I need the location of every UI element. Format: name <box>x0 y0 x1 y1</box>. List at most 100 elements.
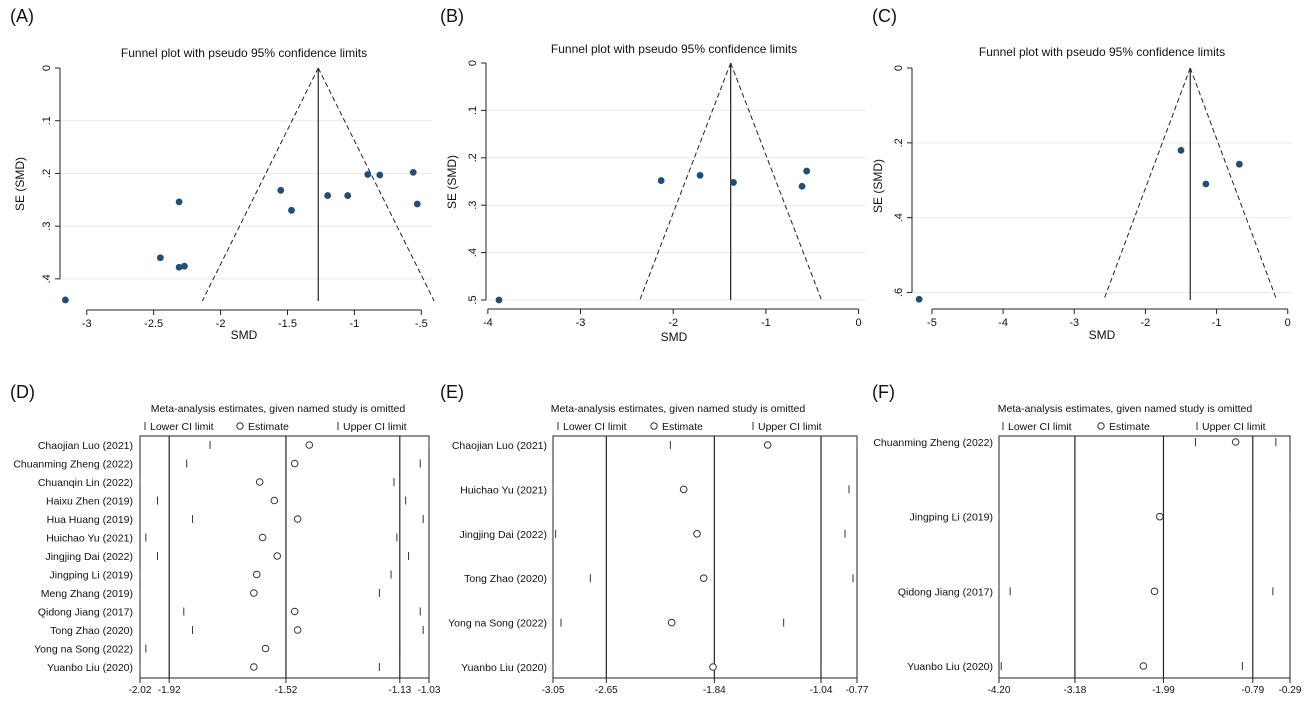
x-tick-label: -2.65 <box>595 685 618 696</box>
x-tick-label: -.5 <box>415 318 428 330</box>
legend: Lower CI limit Estimate Upper CI limit <box>144 421 407 433</box>
x-tick-label: -1 <box>761 317 771 329</box>
x-tick-label: -2 <box>1141 317 1151 329</box>
legend-estimate-label: Estimate <box>1109 421 1150 433</box>
chart-title: Funnel plot with pseudo 95% confidence l… <box>979 45 1225 59</box>
estimate-marker <box>679 485 688 494</box>
legend-lower-ci-label: Lower CI limit <box>1008 421 1072 433</box>
study-point <box>376 171 384 179</box>
study-label: Yuanbo Liu (2020) <box>907 661 993 673</box>
estimate-marker <box>1139 662 1148 670</box>
estimate-marker <box>763 441 772 449</box>
panel-label: (C) <box>872 6 897 26</box>
study-label: Chuanming Zheng (2022) <box>873 437 993 449</box>
x-axis-label: SMD <box>1089 328 1116 342</box>
estimate-marker <box>305 441 314 449</box>
x-tick-label: -1.5 <box>278 318 297 330</box>
x-tick-label: -1.04 <box>810 685 833 696</box>
study-label: Yuanbo Liu (2020) <box>47 662 133 674</box>
plot-frame <box>552 435 858 679</box>
x-tick-label: -3.18 <box>1064 685 1087 696</box>
y-tick-label: .5 <box>467 295 479 304</box>
chart-title: Meta-analysis estimates, given named stu… <box>151 403 406 415</box>
x-tick-label: -1.03 <box>418 685 441 696</box>
funnel-lower-limit <box>201 67 319 302</box>
funnel-upper-limit <box>1189 67 1278 301</box>
chart-title: Meta-analysis estimates, given named stu… <box>551 403 806 415</box>
x-tick-label: -1.92 <box>158 685 181 696</box>
x-tick-label: -2.02 <box>129 685 152 696</box>
estimate-marker <box>255 478 264 486</box>
study-label: Yong na Song (2022) <box>448 618 547 630</box>
study-label: Meng Zhang (2019) <box>41 588 133 600</box>
legend: Lower CI limit Estimate Upper CI limit <box>1002 421 1266 433</box>
y-tick-label: .3 <box>467 201 479 210</box>
study-point <box>657 177 665 184</box>
legend-lower-ci-label: Lower CI limit <box>150 421 214 433</box>
panel-e: (E) Meta-analysis estimates, given named… <box>440 382 869 696</box>
x-tick-label: -1 <box>1212 317 1222 329</box>
estimate-marker <box>1155 512 1164 521</box>
study-point <box>156 254 164 262</box>
study-point <box>803 167 811 175</box>
plot-frame <box>139 435 430 679</box>
study-label: Huichao Yu (2021) <box>46 533 133 545</box>
study-point <box>61 296 69 304</box>
study-label: Yong na Song (2022) <box>34 644 133 656</box>
estimate-marker <box>693 530 701 538</box>
study-point <box>1202 180 1210 188</box>
study-point <box>277 186 285 194</box>
legend-estimate-marker <box>1097 422 1105 430</box>
panel-a: (A) Funnel plot with pseudo 95% confiden… <box>10 6 435 342</box>
y-tick-label: .1 <box>467 106 479 115</box>
funnel-upper-limit <box>730 62 822 301</box>
study-point <box>696 171 704 179</box>
study-point <box>175 198 183 206</box>
y-tick-label: .4 <box>893 213 905 222</box>
study-label: Chuanming Zheng (2022) <box>13 459 133 471</box>
panel-label: (B) <box>440 6 464 26</box>
study-point <box>730 179 737 186</box>
chart-title: Funnel plot with pseudo 95% confidence l… <box>551 42 797 56</box>
x-tick-label: -4 <box>998 317 1008 329</box>
study-point <box>288 206 295 214</box>
plot-area: 0 .1 .2 .3 .4 .5 -4 -3 -2 -1 0 <box>467 60 866 329</box>
estimate-marker <box>290 607 299 616</box>
legend-estimate-marker <box>236 422 244 430</box>
x-tick-label: -3 <box>576 317 586 329</box>
panel-label: (A) <box>10 6 34 26</box>
estimate-marker <box>699 574 708 583</box>
funnel-upper-limit <box>317 67 435 302</box>
estimate-marker <box>258 533 267 542</box>
plot-area: 0 .1 .2 .3 .4 -3 -2.5 -2 -1.5 -1 -.5 <box>41 65 435 330</box>
x-tick-label: -3 <box>1069 317 1079 329</box>
study-label: Tong Zhao (2020) <box>464 573 547 585</box>
y-tick-label: .1 <box>41 116 53 125</box>
study-point <box>1177 146 1185 154</box>
y-tick-label: .4 <box>41 274 53 283</box>
study-label: Tong Zhao (2020) <box>50 625 133 637</box>
panel-label: (F) <box>872 382 895 402</box>
study-label: Qidong Jiang (2017) <box>38 607 133 619</box>
x-tick-label: -4.20 <box>988 685 1011 696</box>
study-point <box>175 263 183 271</box>
x-tick-label: -2.5 <box>144 318 163 330</box>
legend-estimate-label: Estimate <box>248 421 289 433</box>
panel-f: (F) Meta-analysis estimates, given named… <box>872 382 1302 696</box>
plot-area: 0 .2 .4 .6 -5 -4 -3 -2 -1 0 <box>893 65 1292 329</box>
y-axis-label: SE (SMD) <box>445 155 459 209</box>
study-label: Qidong Jiang (2017) <box>898 586 993 598</box>
study-label: Jingjing Dai (2022) <box>45 551 133 563</box>
x-tick-label: -0.77 <box>846 685 869 696</box>
chart-title: Funnel plot with pseudo 95% confidence l… <box>121 46 367 60</box>
y-tick-label: .2 <box>41 169 53 178</box>
plot-frame <box>998 435 1291 679</box>
estimate-marker <box>1150 587 1159 596</box>
x-tick-label: -1.52 <box>275 685 298 696</box>
estimate-marker <box>1231 438 1240 446</box>
legend-upper-ci-label: Upper CI limit <box>1202 421 1266 433</box>
x-tick-label: -4 <box>483 317 493 329</box>
study-point <box>1235 160 1243 168</box>
x-tick-label: 0 <box>856 317 862 329</box>
